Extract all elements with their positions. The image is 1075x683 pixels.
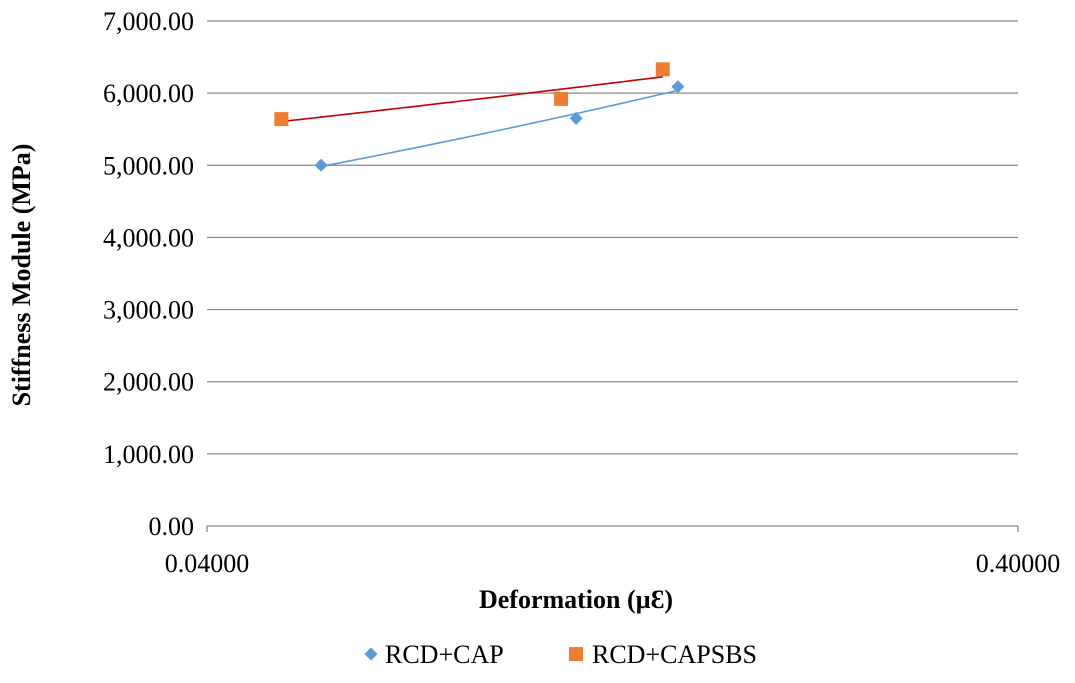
legend: RCD+CAP RCD+CAPSBS — [364, 640, 757, 669]
y-tick-label: 3,000.00 — [103, 296, 194, 325]
gridlines — [207, 20, 1018, 455]
y-tick-label: 7,000.00 — [103, 7, 194, 36]
y-tick-label: 1,000.00 — [103, 440, 194, 469]
legend-marker-square — [569, 647, 583, 661]
data-point-diamond — [314, 158, 328, 172]
trendline-rcd-capsbs — [281, 76, 663, 123]
y-tick-label: 5,000.00 — [103, 151, 194, 180]
y-tick-label: 6,000.00 — [103, 79, 194, 108]
x-tick-label: 0.04000 — [165, 549, 250, 578]
trendlines — [281, 76, 679, 168]
y-axis-title: Stiffness Module (MPa) — [7, 144, 36, 407]
data-points — [274, 62, 685, 172]
data-point-square — [274, 112, 289, 127]
legend-label: RCD+CAP — [385, 640, 504, 669]
y-tick-label: 2,000.00 — [103, 368, 194, 397]
x-axis-title: Deformation (µƐ) — [479, 585, 673, 614]
legend-marker-diamond — [364, 647, 378, 661]
data-point-diamond — [569, 111, 583, 125]
data-point-square — [554, 91, 569, 106]
data-point-diamond — [671, 80, 685, 94]
legend-label: RCD+CAPSBS — [592, 640, 757, 669]
x-tick-labels: 0.04000 0.40000 — [165, 549, 1061, 578]
y-tick-label: 0.00 — [149, 512, 195, 541]
trendline-rcd-cap — [320, 89, 679, 168]
y-tick-labels: 0.00 1,000.00 2,000.00 3,000.00 4,000.00 5,00… — [103, 7, 194, 541]
axes — [206, 525, 1019, 532]
x-tick-label: 0.40000 — [976, 549, 1061, 578]
data-point-square — [655, 62, 670, 77]
y-tick-label: 4,000.00 — [103, 223, 194, 252]
